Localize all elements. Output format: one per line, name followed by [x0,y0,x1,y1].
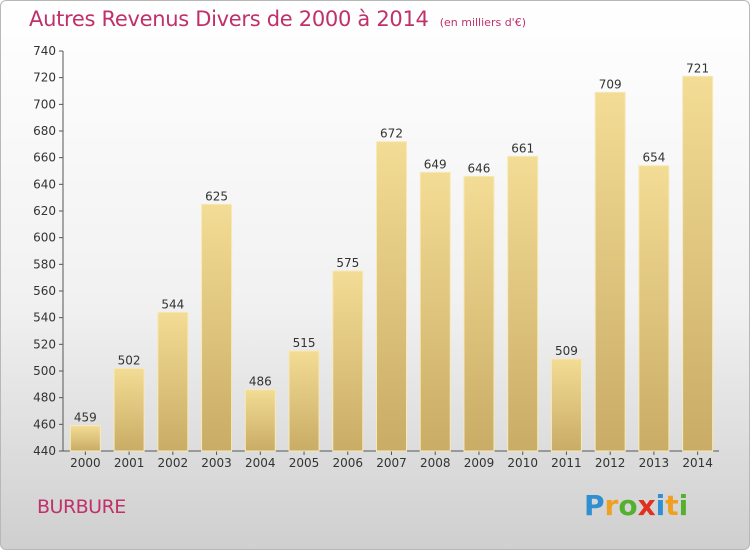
y-tick-label: 680 [33,124,56,138]
bar [638,165,670,452]
x-tick-label: 2009 [464,456,495,470]
bar-value-label: 672 [380,127,403,141]
bar [594,91,626,452]
logo-letter: P [584,489,605,522]
bar-value-label: 654 [642,151,665,165]
y-tick-label: 740 [33,44,56,58]
bar [332,270,364,452]
x-tick-label: 2006 [332,456,363,470]
x-tick-label: 2010 [507,456,538,470]
bar [463,175,495,452]
logo-letter: t [665,489,679,522]
y-tick-label: 640 [33,177,56,191]
logo-letter: r [604,489,619,522]
y-tick-label: 440 [33,444,56,458]
bar [376,141,407,452]
y-tick-label: 500 [33,364,56,378]
bar [288,350,320,452]
logo-letter: x [637,489,656,522]
x-tick-label: 2003 [201,456,232,470]
x-tick-label: 2013 [639,456,670,470]
bar-value-label: 625 [205,189,228,203]
x-tick-label: 2012 [595,456,626,470]
y-tick-label: 700 [33,97,56,111]
commune-name: BURBURE [37,496,126,518]
x-tick-label: 2008 [420,456,451,470]
y-tick-label: 620 [33,204,56,218]
logo-letter: i [678,489,689,522]
logo-letter: i [655,489,666,522]
x-tick-label: 2011 [551,456,582,470]
logo-letter: o [618,489,638,522]
x-tick-label: 2002 [158,456,189,470]
bar-value-label: 661 [511,141,534,155]
bar [550,358,582,452]
chart-unit: (en milliers d'€) [439,16,526,29]
bar-value-label: 646 [468,161,491,175]
bar-value-label: 575 [336,256,359,270]
bar [113,367,145,452]
y-tick-label: 720 [33,71,56,85]
x-tick-label: 2001 [114,456,145,470]
bar [69,425,101,452]
bar [157,311,189,452]
y-tick-label: 460 [33,417,56,431]
bar-value-label: 709 [599,77,622,91]
bar [682,75,714,452]
bar-value-label: 459 [74,411,97,425]
bar-value-label: 649 [424,157,447,171]
y-tick-label: 540 [33,311,56,325]
bar-value-label: 486 [249,375,272,389]
y-tick-label: 600 [33,231,56,245]
y-tick-label: 580 [33,257,56,271]
bar-value-label: 502 [118,353,141,367]
x-tick-label: 2014 [682,456,713,470]
bar [201,203,233,452]
y-tick-label: 520 [33,337,56,351]
bar-value-label: 544 [161,297,184,311]
proxiti-logo: Proxiti [584,489,688,522]
x-tick-label: 2004 [245,456,276,470]
title-row: Autres Revenus Divers de 2000 à 2014 (en… [29,7,526,31]
y-tick-label: 480 [33,391,56,405]
bar [419,171,451,452]
y-tick-label: 560 [33,284,56,298]
bar [507,155,539,452]
x-tick-label: 2007 [376,456,407,470]
y-tick-label: 660 [33,151,56,165]
x-tick-label: 2005 [289,456,320,470]
chart-title: Autres Revenus Divers de 2000 à 2014 [29,7,429,31]
bar-value-label: 509 [555,344,578,358]
bar-value-label: 515 [293,336,316,350]
x-tick-label: 2000 [70,456,101,470]
bar-value-label: 721 [686,61,709,75]
bar [244,389,276,452]
